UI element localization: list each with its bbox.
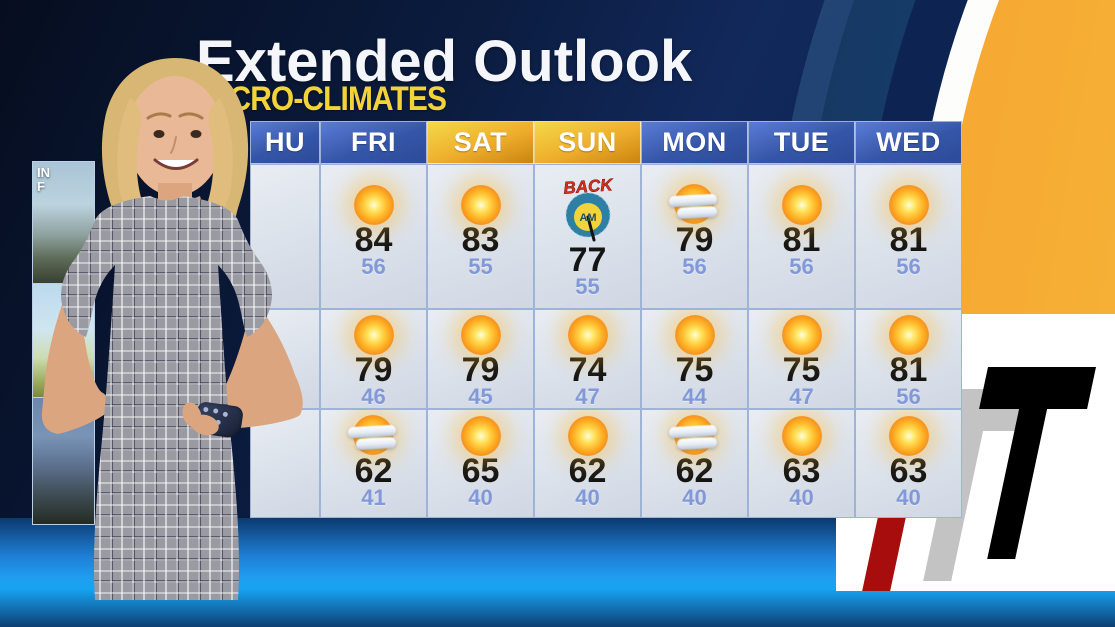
svg-text:AM: AM <box>579 212 596 224</box>
svg-text:BACK: BACK <box>562 175 614 197</box>
